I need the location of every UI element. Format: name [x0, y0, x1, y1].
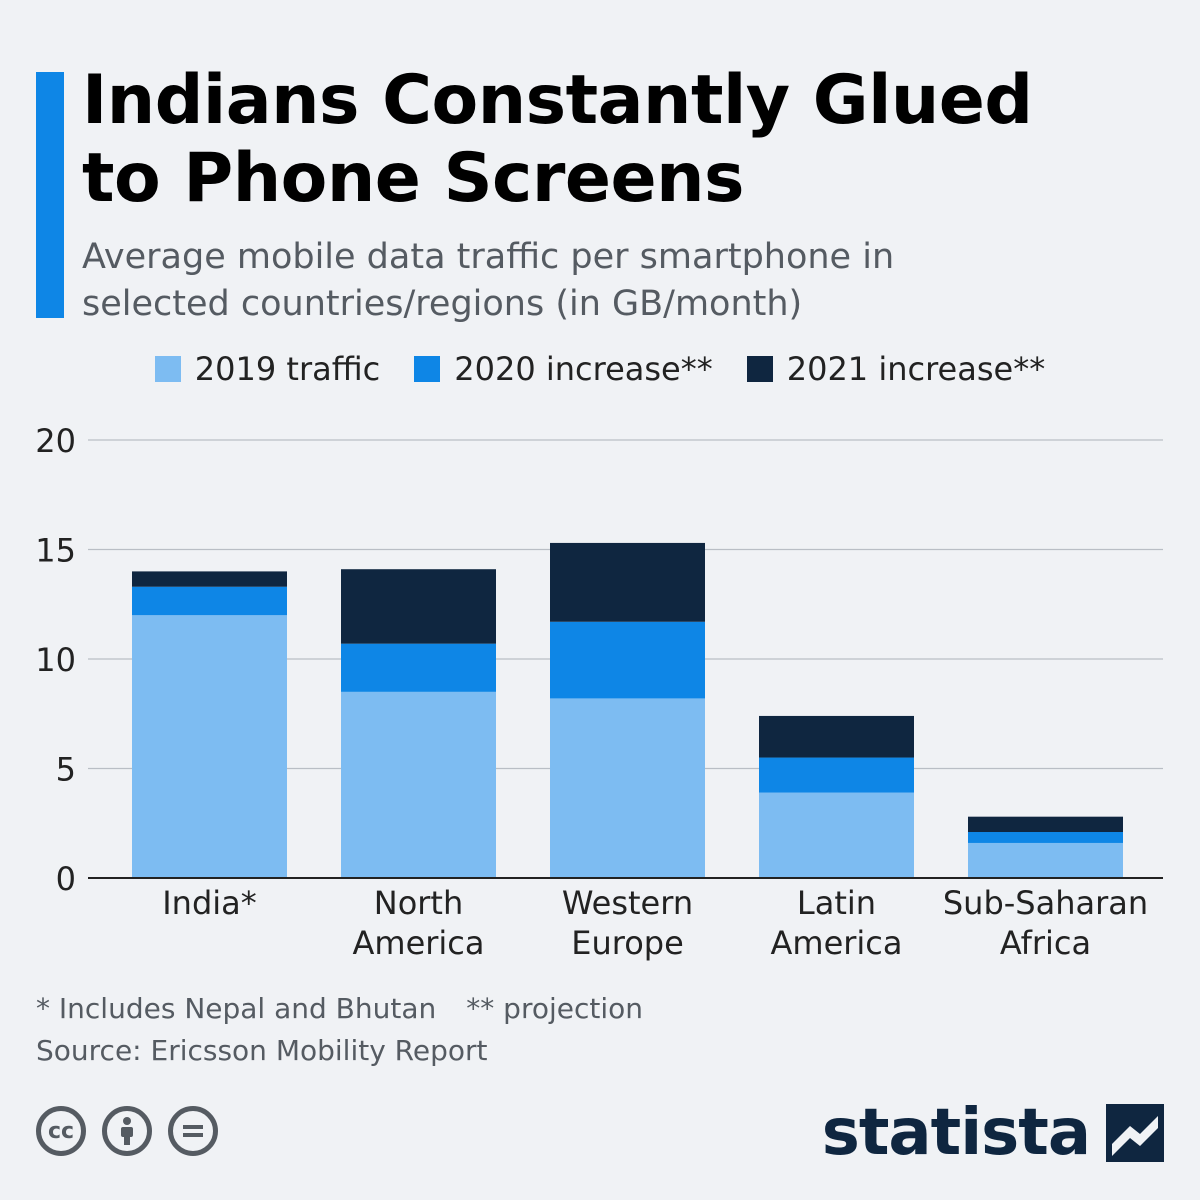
statista-logo-icon: [1106, 1104, 1164, 1162]
legend-swatch-2020: [414, 356, 441, 382]
statista-wordmark: statista: [821, 1096, 1091, 1170]
bar-1-series-0: [341, 691, 496, 878]
attribution-icon[interactable]: [102, 1106, 152, 1156]
legend-item-2019: 2019 traffic: [154, 350, 381, 388]
x-tick-label-2-line-1: Europe: [571, 924, 684, 962]
x-tick-label-3-line-1: America: [771, 924, 903, 962]
y-tick-label-0: 0: [56, 860, 76, 898]
legend-label-2019: 2019 traffic: [194, 350, 381, 388]
x-tick-label-4-line-1: Africa: [1000, 924, 1091, 962]
bar-3-series-0: [759, 792, 914, 878]
footnote-includes: * Includes Nepal and Bhutan: [36, 992, 437, 1025]
bar-3-series-1: [759, 757, 914, 793]
bar-2-series-1: [550, 621, 705, 699]
no-derivatives-icon[interactable]: [168, 1106, 218, 1156]
bar-2-series-0: [550, 698, 705, 878]
license-icons: cc: [36, 1106, 218, 1156]
bar-1-series-2: [341, 569, 496, 644]
x-tick-label-4-line-0: Sub-Saharan: [943, 884, 1148, 922]
statista-logo[interactable]: statista: [822, 1096, 1164, 1170]
bar-2-series-2: [550, 542, 705, 622]
bar-3-series-2: [759, 715, 914, 758]
source-note: Source: Ericsson Mobility Report: [36, 1034, 488, 1067]
bar-1-series-1: [341, 643, 496, 692]
bar-0-series-0: [132, 615, 287, 878]
chart-title: Indians Constantly Glued to Phone Screen…: [82, 61, 1033, 218]
footnote-projection: ** projection: [466, 992, 644, 1025]
footnotes: * Includes Nepal and Bhutan ** projection…: [36, 988, 643, 1072]
y-tick-label-10: 10: [35, 641, 76, 679]
legend-item-2020: 2020 increase**: [414, 350, 713, 388]
x-tick-label-2-line-0: Western: [562, 884, 693, 922]
y-tick-label-20: 20: [35, 422, 76, 460]
y-tick-label-5: 5: [56, 751, 76, 789]
x-tick-label-3-line-0: Latin: [797, 884, 876, 922]
bar-0-series-1: [132, 586, 287, 616]
bar-4-series-0: [968, 842, 1123, 878]
x-tick-label-1-line-0: North: [374, 884, 464, 922]
bar-0-series-2: [132, 571, 287, 587]
bar-4-series-2: [968, 816, 1123, 833]
legend-item-2021: 2021 increase**: [746, 350, 1046, 388]
legend-swatch-2019: [154, 356, 181, 382]
chart-legend: 2019 traffic 2020 increase** 2021 increa…: [0, 350, 1200, 388]
title-accent-bar: [36, 72, 64, 318]
creative-commons-icon[interactable]: cc: [36, 1106, 86, 1156]
chart-subtitle: Average mobile data traffic per smartpho…: [82, 237, 895, 324]
bar-4-series-1: [968, 832, 1123, 843]
legend-swatch-2021: [746, 356, 773, 382]
x-tick-label-1-line-1: America: [353, 924, 485, 962]
legend-label-2020: 2020 increase**: [454, 350, 713, 388]
y-tick-label-15: 15: [35, 532, 76, 570]
legend-label-2021: 2021 increase**: [786, 350, 1046, 388]
x-tick-label-0-line-0: India*: [162, 884, 257, 922]
